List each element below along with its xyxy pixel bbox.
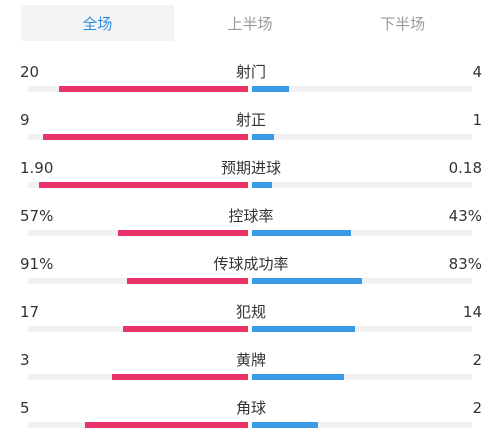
stat-label: 预期进球: [220, 159, 281, 177]
home-track: [28, 230, 248, 236]
home-track: [28, 326, 248, 332]
home-track: [28, 422, 248, 428]
home-value: 9: [20, 111, 30, 129]
away-bar: [252, 182, 272, 188]
stat-label: 传球成功率: [213, 255, 289, 273]
away-track: [252, 374, 472, 380]
home-bar: [85, 422, 248, 428]
home-value: 5: [20, 399, 30, 417]
home-bar: [111, 374, 248, 380]
away-bar: [252, 230, 351, 236]
away-bar: [252, 422, 318, 428]
home-value: 91%: [20, 255, 54, 273]
away-track: [252, 230, 472, 236]
away-track: [252, 278, 472, 284]
home-track: [28, 182, 248, 188]
stat-row-expected-goals: 1.90 预期进球 0.18: [20, 158, 482, 188]
home-bar: [43, 134, 248, 140]
home-track: [28, 134, 248, 140]
stat-row-corners: 5 角球 2: [20, 398, 482, 428]
home-value: 3: [20, 351, 30, 369]
away-value: 83%: [448, 255, 482, 273]
away-bar: [252, 374, 345, 380]
home-bar: [127, 278, 248, 284]
away-bar: [252, 134, 274, 140]
stat-label: 黄牌: [235, 351, 266, 369]
home-value: 57%: [20, 207, 54, 225]
stat-label: 角球: [235, 399, 266, 417]
home-value: 20: [20, 63, 40, 81]
stat-row-shots: 20 射门 4: [20, 62, 482, 92]
stat-label: 控球率: [228, 207, 274, 225]
stat-label: 犯规: [235, 303, 266, 321]
away-value: 4: [472, 63, 482, 81]
away-value: 14: [462, 303, 482, 321]
home-bar: [39, 182, 248, 188]
home-track: [28, 374, 248, 380]
away-value: 2: [472, 351, 482, 369]
home-track: [28, 278, 248, 284]
away-value: 0.18: [448, 159, 482, 177]
stat-row-shots-on-target: 9 射正 1: [20, 110, 482, 140]
home-value: 17: [20, 303, 40, 321]
tab-second-half[interactable]: 下半场: [380, 14, 426, 33]
away-track: [252, 326, 472, 332]
period-tabs: 全场 上半场 下半场: [21, 5, 479, 41]
away-bar: [252, 326, 356, 332]
away-track: [252, 134, 472, 140]
stat-row-fouls: 17 犯规 14: [20, 302, 482, 332]
away-track: [252, 86, 472, 92]
tab-first-half[interactable]: 上半场: [227, 14, 273, 33]
away-value: 2: [472, 399, 482, 417]
away-value: 1: [472, 111, 482, 129]
away-track: [252, 182, 472, 188]
away-track: [252, 422, 472, 428]
stat-label: 射门: [235, 63, 266, 81]
away-value: 43%: [448, 207, 482, 225]
stat-label: 射正: [235, 111, 266, 129]
away-bar: [252, 86, 290, 92]
home-bar: [122, 326, 248, 332]
stat-row-yellow-cards: 3 黄牌 2: [20, 350, 482, 380]
away-bar: [252, 278, 362, 284]
stat-row-pass-accuracy: 91% 传球成功率 83%: [20, 254, 482, 284]
tab-full-match[interactable]: 全场: [21, 5, 174, 41]
stat-row-possession: 57% 控球率 43%: [20, 206, 482, 236]
home-bar: [58, 86, 248, 92]
home-value: 1.90: [20, 159, 54, 177]
home-track: [28, 86, 248, 92]
home-bar: [118, 230, 248, 236]
